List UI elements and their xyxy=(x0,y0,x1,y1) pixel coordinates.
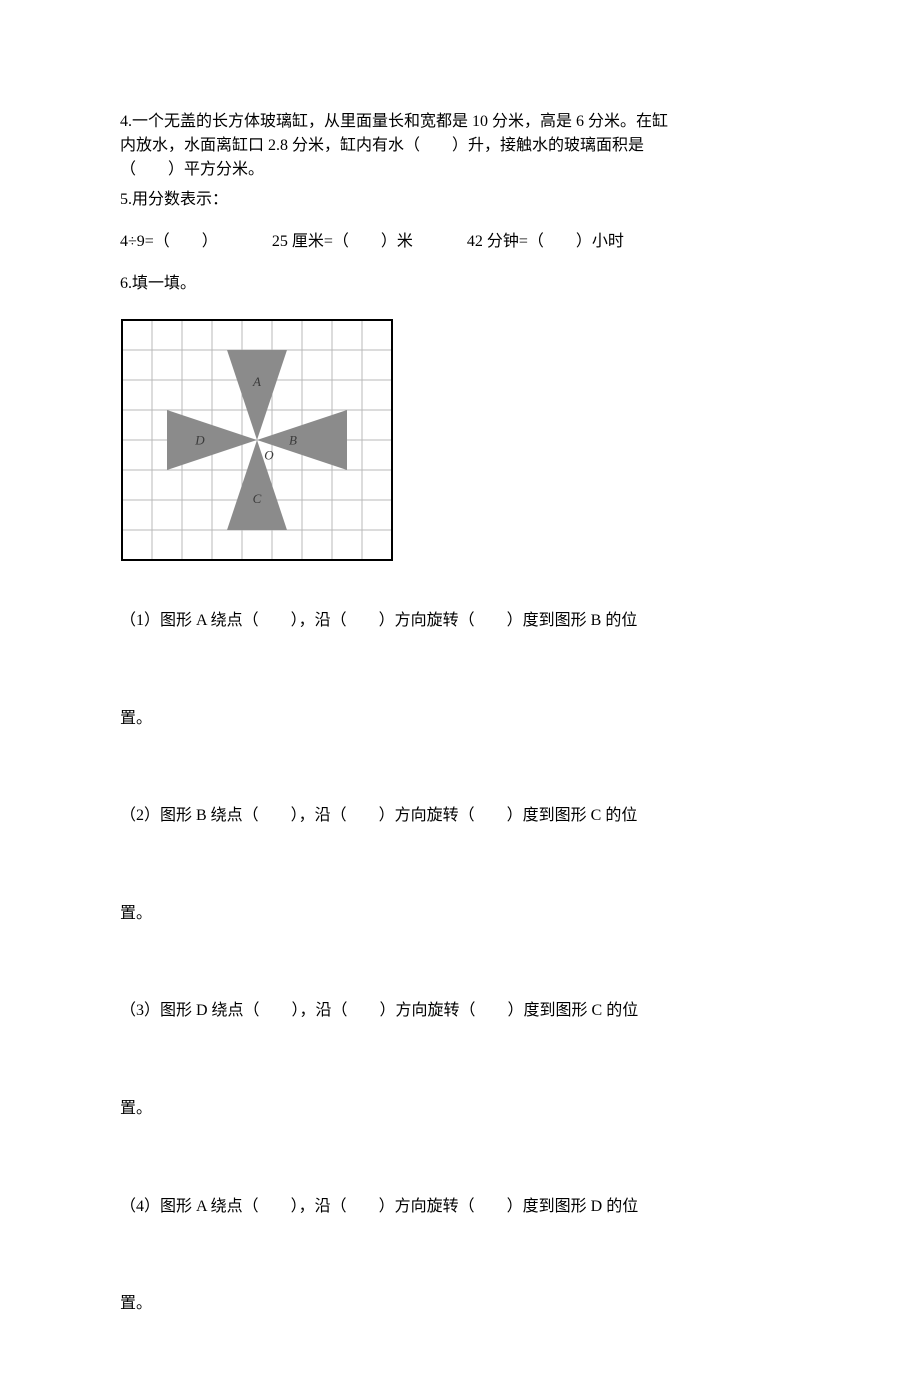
q4-line2: 内放水，水面离缸口 2.8 分米，缸内有水（ ）升，接触水的玻璃面积是 xyxy=(120,134,800,158)
svg-text:D: D xyxy=(194,432,205,447)
q6-sub3-tail: 置。 xyxy=(120,1080,800,1138)
q6-sub1-tail: 置。 xyxy=(120,690,800,748)
worksheet-page: 4.一个无盖的长方体玻璃缸，从里面量长和宽都是 10 分米，高是 6 分米。在缸… xyxy=(0,0,920,1393)
q4-line3: （ ）平方分米。 xyxy=(120,158,800,182)
q6-sub4-tail: 置。 xyxy=(120,1275,800,1333)
rotation-figure-svg: A B C D O xyxy=(120,318,394,562)
svg-text:B: B xyxy=(289,432,297,447)
question-6-head: 6.填一填。 xyxy=(120,272,800,296)
q6-sub3: （3）图形 D 绕点（ ），沿（ ）方向旋转（ ）度到图形 C 的位 xyxy=(120,982,800,1040)
q5-item-3: 42 分钟=（ ）小时 xyxy=(467,230,624,254)
q5-item-2: 25 厘米=（ ）米 xyxy=(272,230,413,254)
rotation-figure: A B C D O xyxy=(120,318,800,562)
q6-sub3-text: （3）图形 D 绕点（ ），沿（ ）方向旋转（ ）度到图形 C 的位 xyxy=(120,1002,638,1019)
svg-text:C: C xyxy=(253,491,262,506)
q6-sub1-text: （1）图形 A 绕点（ ），沿（ ）方向旋转（ ）度到图形 B 的位 xyxy=(120,612,637,629)
q4-line1: 4.一个无盖的长方体玻璃缸，从里面量长和宽都是 10 分米，高是 6 分米。在缸 xyxy=(120,110,800,134)
question-5-row: 4÷9=（ ） 25 厘米=（ ）米 42 分钟=（ ）小时 xyxy=(120,230,800,254)
q6-sub2: （2）图形 B 绕点（ ），沿（ ）方向旋转（ ）度到图形 C 的位 xyxy=(120,787,800,845)
svg-text:A: A xyxy=(252,374,261,389)
q6-sub4: （4）图形 A 绕点（ ），沿（ ）方向旋转（ ）度到图形 D 的位 xyxy=(120,1178,800,1236)
q6-sub2-text: （2）图形 B 绕点（ ），沿（ ）方向旋转（ ）度到图形 C 的位 xyxy=(120,807,637,824)
q5-item-1: 4÷9=（ ） xyxy=(120,230,218,254)
q6-sub1: （1）图形 A 绕点（ ），沿（ ）方向旋转（ ）度到图形 B 的位 xyxy=(120,592,800,650)
q6-sub4-text: （4）图形 A 绕点（ ），沿（ ）方向旋转（ ）度到图形 D 的位 xyxy=(120,1198,638,1215)
svg-text:O: O xyxy=(264,447,274,462)
question-5-head: 5.用分数表示： xyxy=(120,188,800,212)
q6-sub2-tail: 置。 xyxy=(120,885,800,943)
question-4: 4.一个无盖的长方体玻璃缸，从里面量长和宽都是 10 分米，高是 6 分米。在缸… xyxy=(120,110,800,182)
